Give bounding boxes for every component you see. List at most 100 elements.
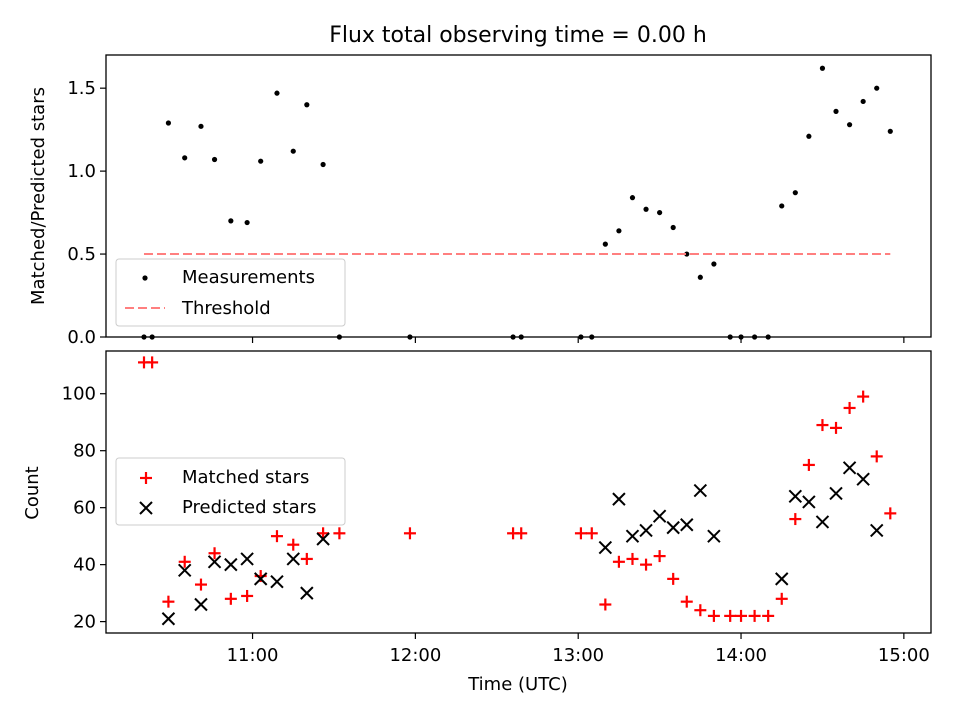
measurement-point bbox=[602, 241, 608, 247]
measurement-point bbox=[806, 133, 812, 139]
y-tick-label: 100 bbox=[62, 384, 96, 405]
predicted-star-point bbox=[612, 492, 626, 506]
bottom-x-ticks: 11:00 12:00 13:00 14:00 15:00 bbox=[227, 633, 930, 666]
matched-star-point bbox=[208, 547, 221, 560]
measurement-point bbox=[165, 120, 172, 126]
predicted-star-point bbox=[177, 563, 192, 578]
measurement-point bbox=[141, 334, 147, 340]
predicted-star-point bbox=[161, 612, 176, 626]
predicted-star-point bbox=[775, 572, 789, 586]
measurement-point bbox=[407, 334, 413, 340]
measurement-point bbox=[336, 334, 342, 340]
matched-star-point bbox=[816, 419, 829, 432]
bottom-y-axis-label: Count bbox=[22, 466, 43, 519]
top-x-ticks bbox=[251, 337, 905, 343]
matched-star-point bbox=[599, 598, 612, 611]
measurement-point bbox=[819, 65, 826, 71]
matched-star-point bbox=[194, 578, 207, 591]
predicted-star-point bbox=[856, 472, 870, 486]
measurement-point bbox=[510, 334, 516, 340]
predicted-star-stroke-b bbox=[625, 529, 640, 543]
legend-measurements-label: Measurements bbox=[182, 267, 315, 288]
matched-star-point bbox=[515, 527, 528, 540]
matched-star-point bbox=[870, 450, 883, 463]
predicted-star-stroke-b bbox=[612, 492, 626, 506]
predicted-star-point bbox=[788, 489, 803, 503]
predicted-star-point bbox=[316, 532, 330, 546]
predicted-star-stroke-b bbox=[639, 523, 653, 538]
measurement-point bbox=[629, 195, 636, 201]
measurement-point bbox=[518, 334, 524, 340]
predicted-star-stroke-b bbox=[788, 489, 803, 503]
predicted-star-point bbox=[707, 529, 721, 543]
predicted-star-point bbox=[253, 572, 268, 586]
predicted-star-stroke-b bbox=[666, 520, 680, 535]
predicted-star-point bbox=[652, 509, 667, 523]
predicted-star-point bbox=[194, 597, 208, 612]
measurement-point bbox=[244, 219, 250, 226]
y-tick-label: 1.5 bbox=[67, 78, 96, 99]
measurement-point bbox=[258, 158, 264, 164]
top-y-axis-label: Matched/Predicted stars bbox=[28, 87, 49, 305]
predicted-star-point bbox=[625, 529, 640, 543]
y-tick-label: 80 bbox=[73, 441, 96, 462]
measurement-point bbox=[198, 123, 204, 129]
predicted-star-point bbox=[842, 461, 857, 475]
predicted-star-point bbox=[680, 518, 694, 532]
x-tick-label: 15:00 bbox=[878, 645, 930, 666]
matched-star-point bbox=[626, 552, 639, 565]
matched-star-point bbox=[574, 527, 587, 540]
x-axis-label: Time (UTC) bbox=[467, 674, 568, 695]
measurement-point bbox=[616, 228, 622, 234]
predicted-star-point bbox=[300, 586, 314, 600]
matched-star-point bbox=[707, 609, 720, 622]
measurement-point bbox=[697, 274, 703, 280]
measurement-point bbox=[182, 155, 188, 161]
predicted-star-point bbox=[829, 486, 843, 501]
top-y-ticks: 0.0 0.5 1.0 1.5 bbox=[67, 78, 106, 348]
top-panel: Matched/Predicted stars 0.0 0.5 1.0 1.5 Mea… bbox=[28, 54, 932, 348]
predicted-star-stroke-b bbox=[829, 486, 843, 501]
y-tick-label: 20 bbox=[73, 612, 96, 633]
predicted-star-stroke-b bbox=[270, 575, 284, 589]
measurement-point bbox=[738, 334, 744, 340]
matched-star-point bbox=[775, 592, 788, 605]
measurement-point bbox=[578, 334, 584, 340]
predicted-star-stroke-b bbox=[856, 472, 870, 486]
measurement-point bbox=[684, 251, 690, 257]
predicted-star-stroke-b bbox=[286, 552, 300, 566]
matched-star-point bbox=[403, 527, 416, 540]
predicted-star-point bbox=[666, 520, 680, 535]
predicted-star-stroke-b bbox=[177, 563, 192, 578]
matched-star-point bbox=[287, 538, 300, 551]
measurement-point bbox=[670, 224, 676, 231]
predicted-star-point bbox=[286, 552, 300, 566]
matched-star-point bbox=[748, 609, 761, 622]
predicted-star-stroke-b bbox=[240, 552, 254, 566]
predicted-star-point bbox=[815, 515, 830, 529]
predicted-star-stroke-b bbox=[253, 572, 268, 586]
measurement-point bbox=[711, 261, 717, 267]
matched-star-point bbox=[241, 589, 254, 602]
y-tick-label: 0.0 bbox=[67, 327, 96, 348]
measurement-point bbox=[589, 334, 595, 340]
measurement-point bbox=[643, 206, 649, 212]
matched-star-point bbox=[224, 592, 237, 605]
bottom-plot-frame bbox=[105, 350, 932, 634]
legend-predicted-label: Predicted stars bbox=[182, 497, 316, 518]
matched-star-point bbox=[178, 555, 191, 568]
predicted-star-stroke-b bbox=[652, 509, 667, 523]
measurement-point bbox=[149, 334, 155, 340]
measurement-point bbox=[228, 218, 234, 224]
predicted-star-point bbox=[802, 495, 816, 509]
y-tick-label: 60 bbox=[73, 498, 96, 519]
y-tick-label: 0.5 bbox=[67, 244, 96, 265]
measurement-point bbox=[211, 156, 218, 163]
matched-star-point bbox=[802, 458, 815, 471]
measurement-point bbox=[274, 90, 280, 96]
x-tick-label: 12:00 bbox=[389, 645, 441, 666]
measurement-point bbox=[860, 98, 866, 105]
predicted-star-stroke-b bbox=[224, 557, 238, 572]
measurement-point bbox=[727, 334, 733, 340]
